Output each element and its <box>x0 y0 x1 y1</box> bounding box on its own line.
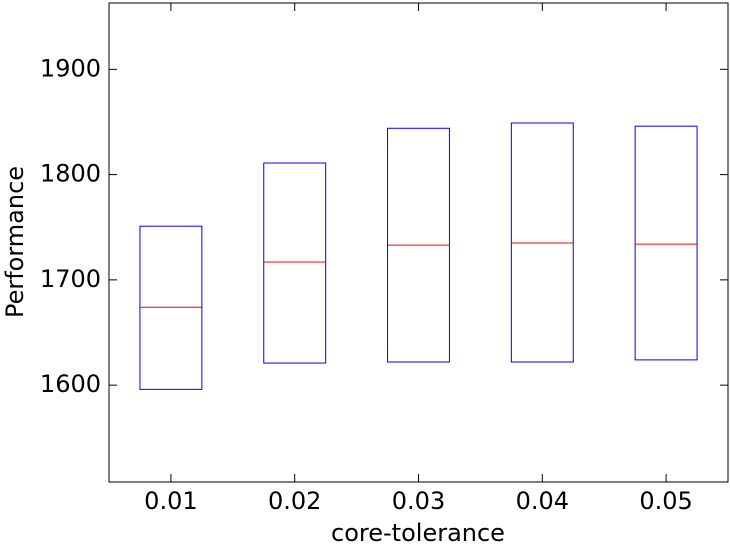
box <box>139 225 203 390</box>
y-tick-label: 1700 <box>40 265 101 293</box>
box <box>634 125 698 361</box>
y-tick-label: 1800 <box>40 160 101 188</box>
y-tick-label: 1900 <box>40 54 101 82</box>
x-tick-label: 0.05 <box>639 487 692 515</box>
x-tick-label: 0.01 <box>144 487 197 515</box>
x-tick-label: 0.02 <box>268 487 321 515</box>
y-tick-label: 1600 <box>40 370 101 398</box>
y-axis-label: Performance <box>1 166 29 318</box>
box <box>510 122 574 363</box>
box <box>263 162 327 364</box>
x-axis-label: core-tolerance <box>331 519 505 547</box>
x-tick-label: 0.03 <box>392 487 445 515</box>
x-tick-label: 0.04 <box>516 487 569 515</box>
